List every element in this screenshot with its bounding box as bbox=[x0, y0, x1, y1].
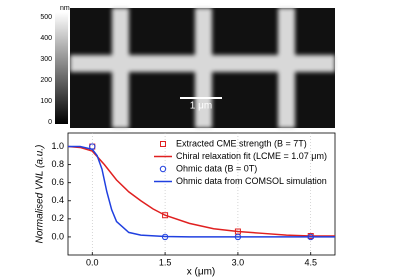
colorbar-tick-label: 500 bbox=[40, 14, 52, 21]
colorbar-tick-label: 200 bbox=[40, 77, 52, 84]
marker bbox=[162, 212, 169, 219]
y-tick-label: 0.6 bbox=[51, 177, 64, 187]
colorbar-tick-label: 0 bbox=[48, 119, 52, 126]
colorbar bbox=[55, 12, 68, 124]
legend-label: Ohmic data (B = 0T) bbox=[176, 163, 257, 173]
colorbar-tick-label: 300 bbox=[40, 56, 52, 63]
afm-image bbox=[70, 8, 335, 128]
y-axis-label: Normalised VNL (a.u.) bbox=[35, 145, 46, 244]
scale-bar-label: 1 μm bbox=[190, 101, 212, 112]
x-axis-label: x (μm) bbox=[187, 267, 216, 278]
x-tick-label: 0.0 bbox=[86, 257, 99, 267]
colorbar-tick-label: 100 bbox=[40, 98, 52, 105]
colorbar-tick-label: 400 bbox=[40, 35, 52, 42]
y-tick-label: 1.0 bbox=[51, 141, 64, 151]
legend-label: Extracted CME strength (B = 7T) bbox=[176, 138, 307, 148]
y-tick-label: 0.8 bbox=[51, 159, 64, 169]
x-tick-label: 4.5 bbox=[304, 257, 317, 267]
x-tick-label: 1.5 bbox=[159, 257, 172, 267]
legend-label: Chiral relaxation fit (LCME = 1.07 μm) bbox=[176, 151, 327, 161]
x-tick-label: 3.0 bbox=[232, 257, 245, 267]
legend-label: Ohmic data from COMSOL simulation bbox=[176, 176, 327, 186]
legend-swatch bbox=[159, 165, 167, 173]
y-tick-label: 0.2 bbox=[51, 213, 64, 223]
plot-frame bbox=[67, 132, 336, 256]
series-line bbox=[68, 145, 335, 238]
colorbar-label: nm bbox=[60, 5, 70, 12]
y-tick-label: 0.0 bbox=[51, 231, 64, 241]
legend-swatch bbox=[160, 141, 166, 147]
y-tick-label: 0.4 bbox=[51, 195, 64, 205]
